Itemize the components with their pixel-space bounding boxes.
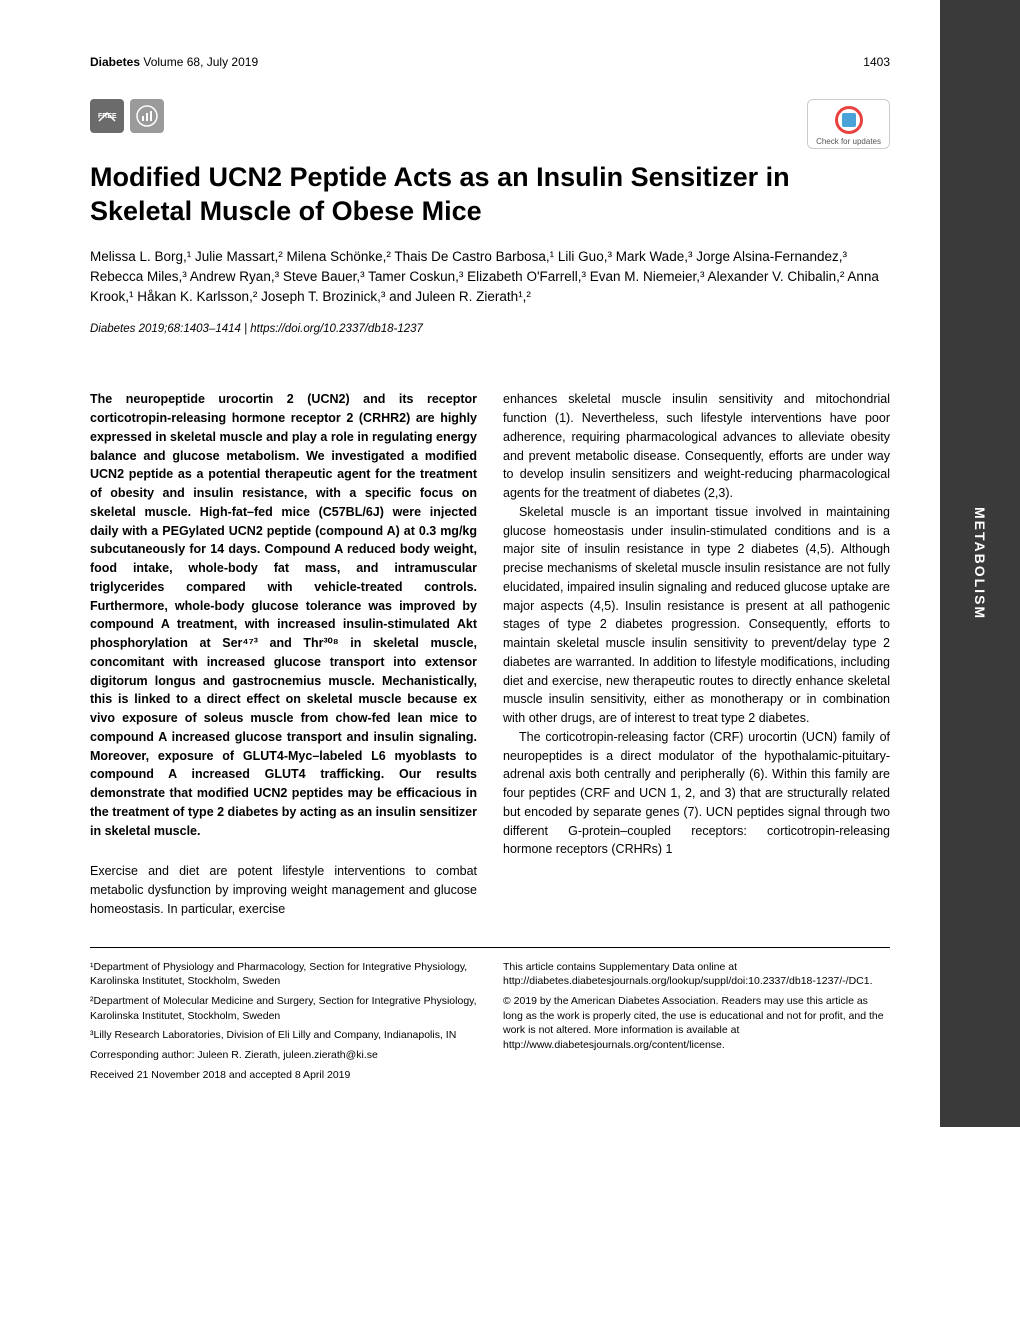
- left-badges: FREE: [90, 99, 164, 133]
- page-header: Diabetes Volume 68, July 2019 1403: [90, 55, 890, 69]
- corresponding-author: Corresponding author: Juleen R. Zierath,…: [90, 1048, 477, 1063]
- section-label: METABOLISM: [972, 507, 988, 620]
- copyright-note: © 2019 by the American Diabetes Associat…: [503, 994, 890, 1053]
- check-updates-badge[interactable]: Check for updates: [807, 99, 890, 149]
- footer-left: ¹Department of Physiology and Pharmacolo…: [90, 960, 477, 1088]
- citation-line: Diabetes 2019;68:1403–1414 | https://doi…: [90, 323, 890, 335]
- page-number: 1403: [863, 55, 890, 69]
- crossmark-icon: [835, 106, 863, 134]
- supplementary-note: This article contains Supplementary Data…: [503, 960, 890, 989]
- data-chart-icon: [130, 99, 164, 133]
- volume-issue: Volume 68, July 2019: [143, 55, 258, 69]
- affiliation-1: ¹Department of Physiology and Pharmacolo…: [90, 960, 477, 989]
- check-updates-label: Check for updates: [816, 137, 881, 146]
- received-accepted: Received 21 November 2018 and accepted 8…: [90, 1068, 477, 1083]
- footer-right: This article contains Supplementary Data…: [503, 960, 890, 1088]
- affiliation-2: ²Department of Molecular Medicine and Su…: [90, 994, 477, 1023]
- body-paragraph-2: enhances skeletal muscle insulin sensiti…: [503, 390, 890, 503]
- footer-columns: ¹Department of Physiology and Pharmacolo…: [90, 960, 890, 1088]
- two-column-body: The neuropeptide urocortin 2 (UCN2) and …: [90, 390, 890, 918]
- author-list: Melissa L. Borg,¹ Julie Massart,² Milena…: [90, 247, 890, 308]
- article-title: Modified UCN2 Peptide Acts as an Insulin…: [90, 161, 890, 229]
- journal-name: Diabetes: [90, 55, 140, 69]
- icon-row: FREE Check for updates: [90, 99, 890, 149]
- left-column: The neuropeptide urocortin 2 (UCN2) and …: [90, 390, 477, 918]
- affiliation-3: ³Lilly Research Laboratories, Division o…: [90, 1028, 477, 1043]
- abstract-text: The neuropeptide urocortin 2 (UCN2) and …: [90, 390, 477, 840]
- body-paragraph-3: Skeletal muscle is an important tissue i…: [503, 503, 890, 728]
- section-sidebar: METABOLISM: [940, 0, 1020, 1127]
- journal-info: Diabetes Volume 68, July 2019: [90, 55, 258, 69]
- right-column: enhances skeletal muscle insulin sensiti…: [503, 390, 890, 918]
- body-paragraph-1: Exercise and diet are potent lifestyle i…: [90, 862, 477, 918]
- footer-divider: [90, 947, 890, 948]
- body-paragraph-4: The corticotropin-releasing factor (CRF)…: [503, 728, 890, 859]
- free-access-icon: FREE: [90, 99, 124, 133]
